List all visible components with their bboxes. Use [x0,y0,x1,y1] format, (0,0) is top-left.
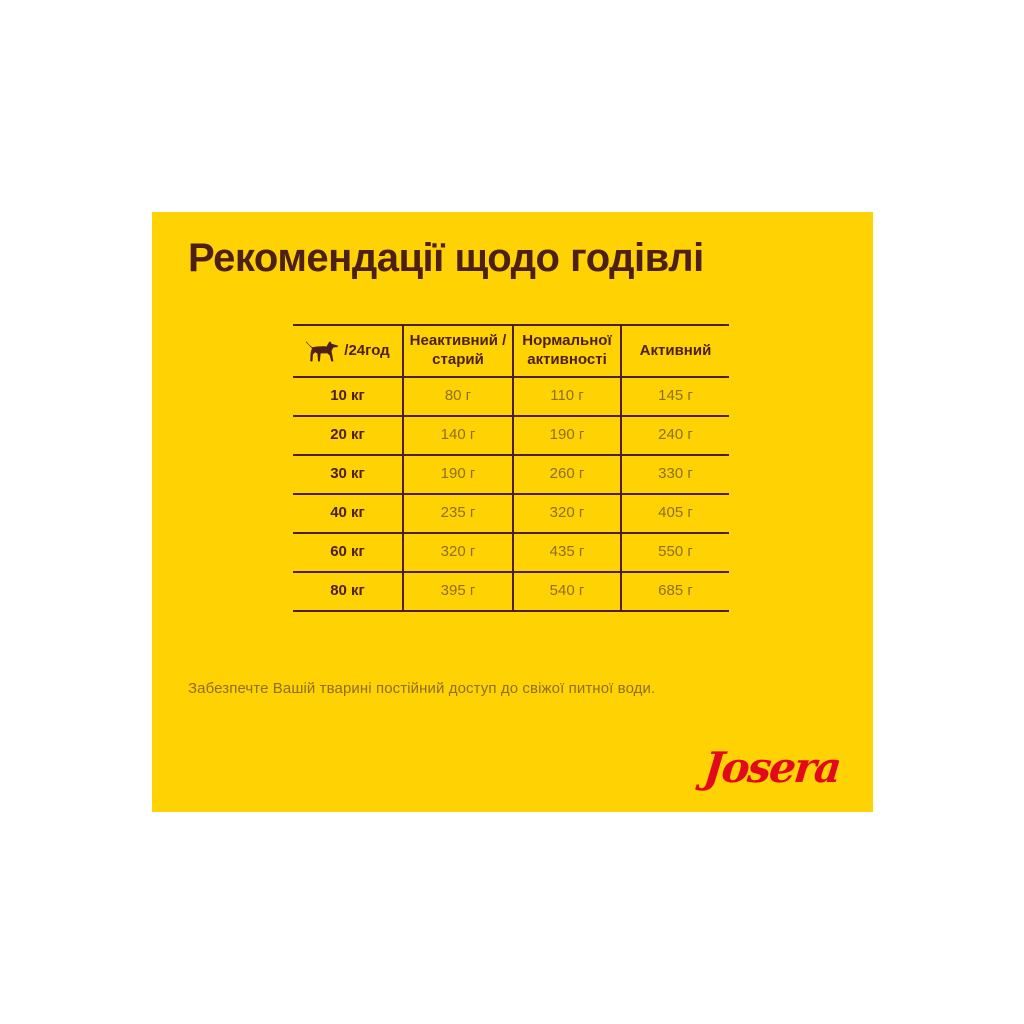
active-value-cell: 330 г [620,454,729,495]
dog-icon [306,340,339,361]
page-title: Рекомендації щодо годівлі [188,236,704,280]
weight-cell: 40 кг [293,493,403,534]
inactive-value-cell: 320 г [402,532,513,573]
inactive-value-cell: 80 г [402,376,513,417]
inactive-value-cell: 395 г [402,571,513,612]
table-row: 10 кг 80 г 110 г 145 г [293,376,729,417]
header-cell-per-day: /24год [293,324,403,378]
inactive-value-cell: 140 г [402,415,513,456]
table-header-row: /24год Неактивний / старий Нормальної ак… [293,324,729,378]
inactive-value-cell: 190 г [402,454,513,495]
header-cell-normal: Нормальної активності [512,324,621,378]
feeding-recommendation-card: Рекомендації щодо годівлі /24год Неактив… [152,212,873,812]
weight-cell: 10 кг [293,376,403,417]
weight-cell: 80 кг [293,571,403,612]
active-value-cell: 240 г [620,415,729,456]
josera-brand-logo: Josera [701,743,843,792]
table-row: 30 кг 190 г 260 г 330 г [293,454,729,495]
active-value-cell: 145 г [620,376,729,417]
weight-cell: 60 кг [293,532,403,573]
feeding-table-container: /24год Неактивний / старий Нормальної ак… [293,324,729,612]
table-row: 80 кг 395 г 540 г 685 г [293,571,729,612]
table-row: 20 кг 140 г 190 г 240 г [293,415,729,456]
weight-cell: 30 кг [293,454,403,495]
header-cell-active: Активний [620,324,729,378]
normal-value-cell: 540 г [512,571,621,612]
active-value-cell: 405 г [620,493,729,534]
normal-value-cell: 320 г [512,493,621,534]
normal-value-cell: 260 г [512,454,621,495]
feeding-table: /24год Неактивний / старий Нормальної ак… [293,324,729,612]
normal-value-cell: 435 г [512,532,621,573]
normal-value-cell: 110 г [512,376,621,417]
water-access-footnote: Забезпечте Вашій тварині постійний досту… [188,680,656,697]
header-cell-inactive: Неактивний / старий [402,324,513,378]
weight-cell: 20 кг [293,415,403,456]
active-value-cell: 685 г [620,571,729,612]
table-row: 60 кг 320 г 435 г 550 г [293,532,729,573]
normal-value-cell: 190 г [512,415,621,456]
active-value-cell: 550 г [620,532,729,573]
table-row: 40 кг 235 г 320 г 405 г [293,493,729,534]
inactive-value-cell: 235 г [402,493,513,534]
per-day-label: /24год [344,341,390,359]
